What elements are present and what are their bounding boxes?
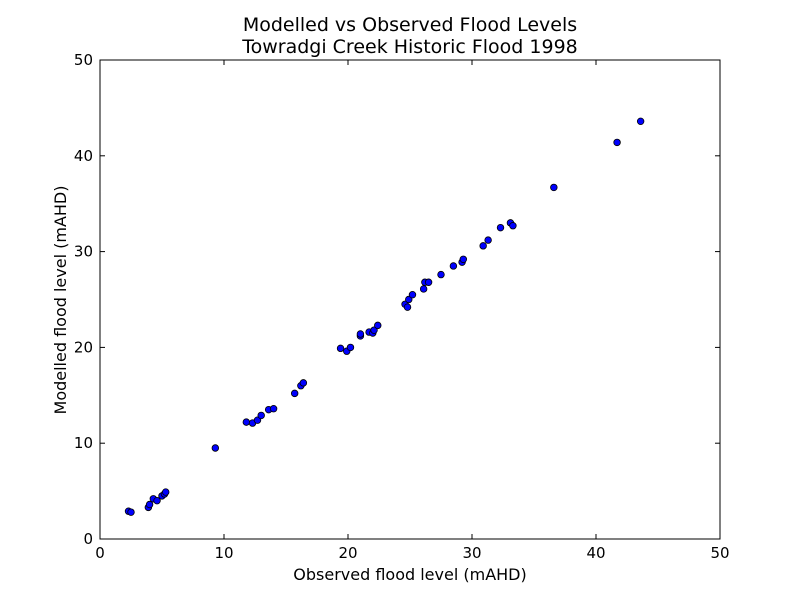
data-point-10 [242,418,251,426]
data-point-1 [127,508,135,516]
y-tick-label-1: 10 [74,434,93,452]
data-point-46 [636,117,645,126]
data-point-15 [269,405,278,413]
data-points [124,117,645,516]
data-point-18 [299,379,308,387]
data-point-3 [145,500,154,509]
x-tick-label-4: 40 [586,544,605,562]
data-point-30 [405,295,413,304]
y-tick-label-4: 40 [74,147,93,165]
y-tick-label-2: 20 [74,338,93,356]
plot-area-frame [99,59,721,540]
chart-title-line-2: Towradgi Creek Historic Flood 1998 [241,36,578,58]
y-axis-label: Modelled flood level (mAHD) [51,186,70,415]
x-tick-label-2: 20 [338,544,357,562]
data-point-35 [437,270,445,279]
y-tick-label-3: 30 [74,243,93,261]
x-tick-label-5: 50 [710,544,729,562]
data-point-16 [290,389,299,398]
x-tick-label-3: 30 [462,544,481,562]
axis-ticks: 0 10 20 30 40 50 0 10 20 30 40 50 [74,51,730,562]
data-point-31 [408,291,417,299]
chart-title-line-1: Modelled vs Observed Flood Levels [243,14,577,36]
data-point-41 [496,223,505,232]
data-point-40 [484,236,492,244]
data-point-45 [613,138,621,147]
data-point-43 [509,222,517,230]
data-point-19 [336,344,345,353]
data-point-39 [479,242,487,250]
data-point-9 [211,444,220,452]
x-axis-label: Observed flood level (mAHD) [293,565,526,584]
data-point-27 [374,321,382,330]
data-point-12 [253,416,262,424]
data-point-13 [257,411,265,420]
data-point-8 [162,488,170,496]
y-tick-label-0: 0 [83,530,93,548]
data-point-23 [356,330,365,338]
x-tick-label-1: 10 [214,544,233,562]
data-point-44 [550,183,558,192]
x-tick-label-0: 0 [95,544,105,562]
data-point-26 [370,326,378,334]
data-point-34 [424,278,433,286]
data-point-32 [419,285,428,293]
data-point-21 [346,343,355,352]
y-tick-label-5: 50 [74,51,93,69]
data-point-38 [459,255,468,263]
data-point-36 [449,262,458,270]
data-point-29 [403,303,412,311]
data-point-5 [153,496,161,505]
